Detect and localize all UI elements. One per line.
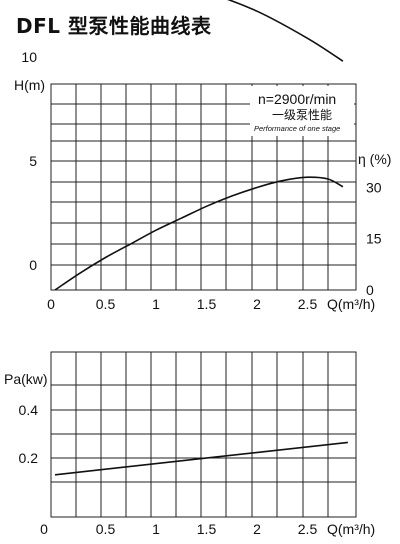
- x-tick-label-flow-power: 1.5: [197, 521, 217, 537]
- x-axis-label-flow: Q(m³/h): [327, 296, 375, 312]
- annotation-stage-en: Performance of one stage: [254, 124, 340, 133]
- page-title: DFL 型泵性能曲线表: [16, 14, 212, 38]
- y-axis-label-head: H(m): [14, 77, 45, 93]
- x-tick-label-flow-power: 2.5: [298, 521, 318, 537]
- y-tick-label-head: 10: [21, 49, 37, 65]
- x-tick-label-flow: 2.5: [298, 296, 318, 312]
- series-efficiency-curve: [54, 176, 344, 291]
- annotation-box: [250, 86, 354, 136]
- series-power-curve: [54, 441, 348, 476]
- x-tick-label-flow-power: 0: [40, 521, 48, 537]
- plot-frame-head: [50, 83, 357, 291]
- annotation-speed: n=2900r/min: [258, 91, 336, 107]
- y-tick-label-power: 0.4: [19, 402, 39, 418]
- x-tick-label-flow-power: 1: [152, 521, 160, 537]
- series-head-curve: [227, 0, 344, 62]
- plot-frame-power: [50, 351, 357, 518]
- y2-tick-label-efficiency: 0: [366, 282, 374, 298]
- x-tick-label-flow: 1: [152, 296, 160, 312]
- annotation-stage-cn: 一级泵性能: [272, 108, 332, 122]
- x-axis-label-flow-power: Q(m³/h): [327, 521, 375, 537]
- y2-tick-label-efficiency: 15: [366, 231, 382, 247]
- y2-tick-label-efficiency: 30: [366, 179, 382, 195]
- x-tick-label-flow-power: 2: [253, 521, 261, 537]
- y-tick-label-power: 0.2: [19, 450, 39, 466]
- y-tick-label-head: 5: [29, 153, 37, 169]
- y-axis-label-power: Pa(kw): [4, 371, 48, 387]
- y2-axis-label-efficiency: η (%): [358, 151, 391, 167]
- y-tick-label-head: 0: [29, 257, 37, 273]
- x-tick-label-flow: 0: [47, 296, 55, 312]
- x-tick-label-flow-power: 0.5: [96, 521, 116, 537]
- x-tick-label-flow: 0.5: [96, 296, 116, 312]
- x-tick-label-flow: 2: [253, 296, 261, 312]
- x-tick-label-flow: 1.5: [197, 296, 217, 312]
